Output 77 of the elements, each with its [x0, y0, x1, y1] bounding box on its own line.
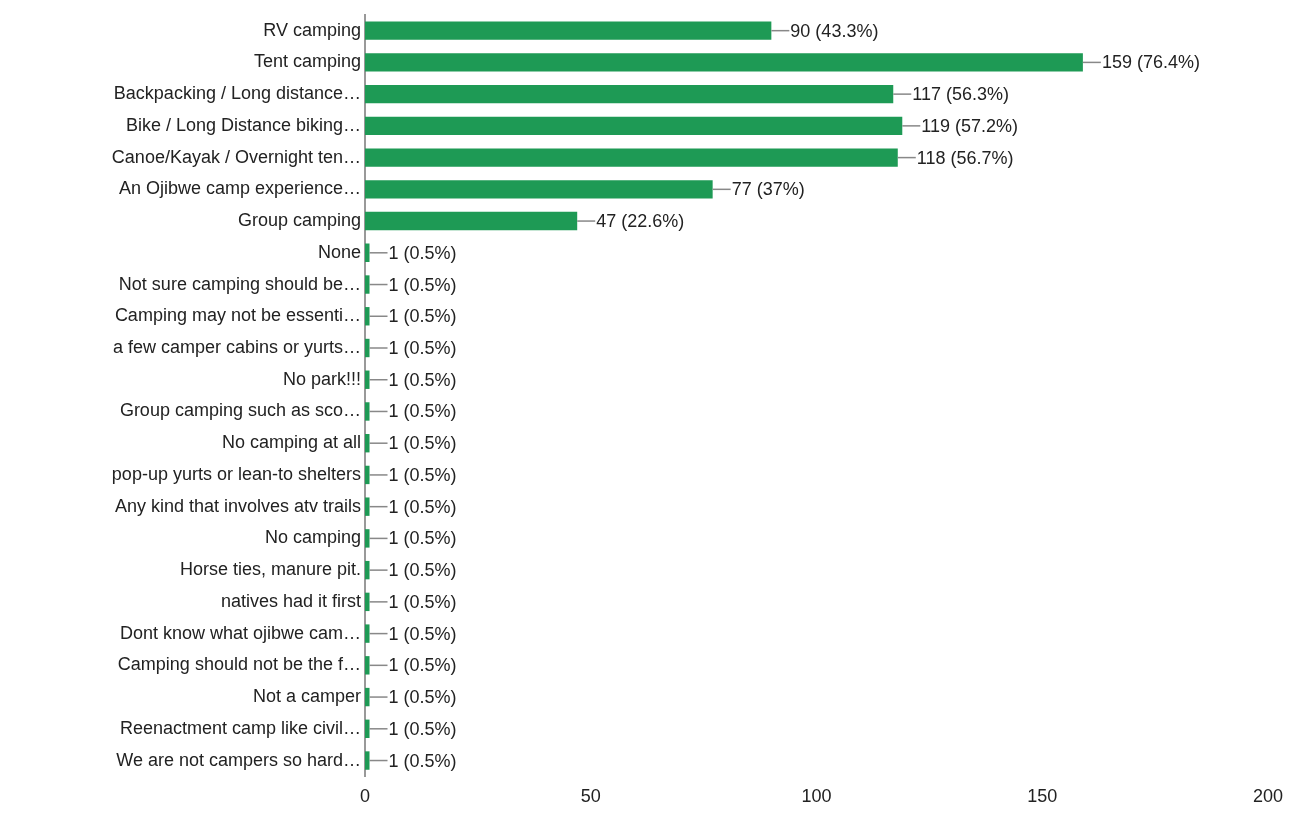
bar — [365, 402, 370, 421]
data-label: 77 (37%) — [731, 179, 805, 200]
data-label: 1 (0.5%) — [388, 306, 457, 327]
bar — [365, 656, 370, 675]
bar — [365, 21, 772, 40]
bar — [365, 116, 903, 136]
data-label: 118 (56.7%) — [916, 147, 1014, 168]
bar — [365, 751, 370, 770]
bar — [365, 624, 370, 643]
data-label: 1 (0.5%) — [388, 718, 457, 739]
bar — [365, 687, 370, 707]
data-label: 117 (56.3%) — [912, 84, 1009, 105]
bar — [365, 592, 370, 612]
y-tick-label: Bike / Long Distance biking… — [125, 114, 361, 135]
y-tick-label: No park!!! — [282, 368, 361, 389]
y-tick-label: No camping at all — [221, 432, 361, 453]
data-label: 1 (0.5%) — [388, 369, 457, 390]
bar — [365, 148, 898, 167]
bar — [365, 560, 370, 580]
bar — [365, 180, 713, 199]
y-tick-label: Canoe/Kayak / Overnight ten… — [111, 146, 361, 167]
y-tick-label: RV camping — [263, 19, 361, 40]
data-label: 1 (0.5%) — [388, 337, 457, 358]
y-tick-label: Group camping such as sco… — [119, 400, 361, 421]
data-label: 1 (0.5%) — [388, 464, 457, 485]
bar — [365, 338, 370, 358]
data-label: 1 (0.5%) — [388, 433, 457, 454]
x-tick-label: 50 — [580, 786, 601, 807]
x-tick-label: 0 — [359, 786, 371, 807]
data-label: 1 (0.5%) — [388, 401, 457, 422]
data-label: 1 (0.5%) — [388, 687, 457, 708]
y-tick-label: Dont know what ojibwe cam… — [119, 622, 361, 643]
data-label: 47 (22.6%) — [596, 211, 685, 232]
y-tick-label: Tent camping — [253, 51, 361, 72]
bar — [365, 211, 578, 231]
data-label: 159 (76.4%) — [1101, 52, 1200, 73]
data-label: 119 (57.2%) — [921, 115, 1019, 136]
data-label: 1 (0.5%) — [388, 274, 457, 295]
y-tick-label: An Ojibwe camp experience… — [118, 178, 361, 199]
x-tick-label: 100 — [801, 786, 832, 807]
y-tick-label: Camping may not be essenti… — [114, 305, 361, 326]
bar — [365, 370, 370, 389]
y-tick-label: No camping — [264, 527, 361, 548]
data-label: 90 (43.3%) — [790, 20, 879, 41]
bar — [365, 529, 370, 548]
x-tick-label: 200 — [1252, 786, 1284, 807]
bar — [365, 497, 370, 516]
data-label: 1 (0.5%) — [388, 623, 457, 644]
data-label: 1 (0.5%) — [388, 750, 457, 771]
x-tick-label: 150 — [1027, 786, 1058, 807]
data-label: 1 (0.5%) — [388, 591, 457, 612]
y-tick-label: Not a camper — [252, 686, 361, 707]
data-label: 1 (0.5%) — [388, 528, 457, 549]
y-tick-label: Horse ties, manure pit. — [179, 559, 361, 580]
bar — [365, 84, 894, 104]
y-tick-label: Not sure camping should be… — [118, 273, 361, 294]
bar — [365, 53, 1083, 72]
y-tick-label: Backpacking / Long distance… — [113, 83, 361, 104]
y-tick-label: None — [317, 241, 361, 262]
bar — [365, 465, 370, 485]
data-label: 1 (0.5%) — [388, 560, 457, 581]
bar — [365, 243, 370, 262]
bar — [365, 275, 370, 294]
y-tick-label: natives had it first — [220, 590, 361, 611]
y-tick-label: pop-up yurts or lean-to shelters — [111, 463, 361, 484]
data-label: 1 (0.5%) — [388, 655, 457, 676]
y-tick-label: Group camping — [237, 210, 361, 231]
y-tick-label: Camping should not be the f… — [117, 654, 361, 675]
y-tick-label: Reenactment camp like civil… — [119, 717, 361, 738]
data-label: 1 (0.5%) — [388, 242, 457, 263]
bar — [365, 719, 370, 738]
data-label: 1 (0.5%) — [388, 496, 457, 517]
bar — [365, 307, 370, 326]
y-tick-label: We are not campers so hard… — [116, 749, 361, 770]
y-tick-label: a few camper cabins or yurts… — [112, 336, 361, 357]
bar — [365, 434, 370, 453]
y-tick-label: Any kind that involves atv trails — [114, 495, 361, 516]
